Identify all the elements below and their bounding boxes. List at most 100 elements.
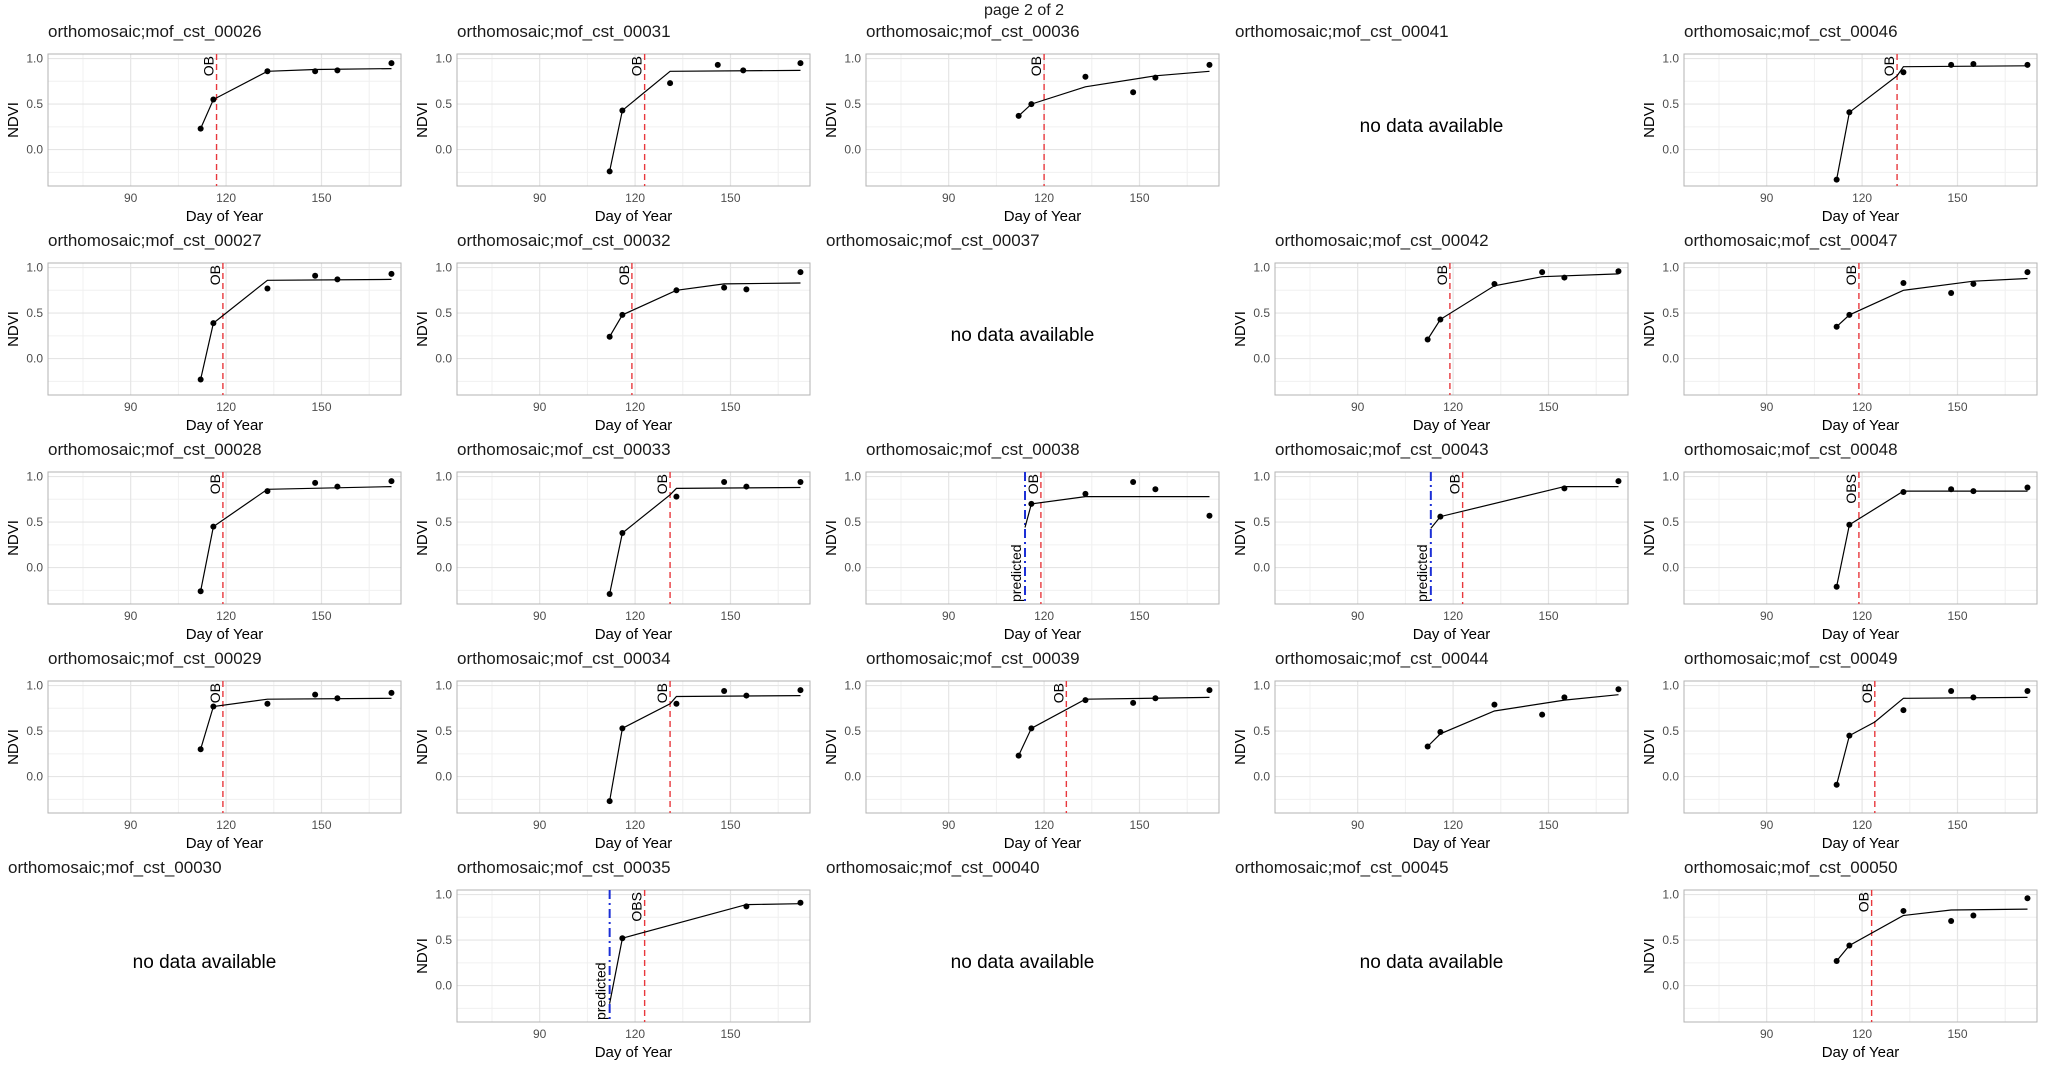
- data-point: [1948, 290, 1955, 297]
- ndvi-chart-00042: 90 120 150 0.0 0.5 1.0 Day of Year NDVI OB: [1232, 261, 1629, 434]
- y-tick-label: 1.0: [435, 470, 452, 484]
- fit-line: [1430, 486, 1619, 529]
- data-point: [1015, 752, 1022, 759]
- y-tick-label: 0.0: [1662, 770, 1679, 784]
- y-axis-title: NDVI: [823, 102, 840, 138]
- no-data-message: no data available: [1359, 116, 1504, 137]
- x-axis-title: Day of Year: [1004, 208, 1082, 225]
- ndvi-chart-00035: 90 120 150 0.0 0.5 1.0 Day of Year NDVI predicte…: [414, 888, 811, 1061]
- y-axis-title: NDVI: [823, 729, 840, 765]
- panel-border: [1683, 471, 2038, 605]
- y-tick-label: 1.0: [435, 52, 452, 66]
- panel-border: [865, 471, 1220, 605]
- data-point: [1424, 336, 1431, 343]
- data-point: [1561, 274, 1568, 281]
- data-point: [1028, 725, 1035, 732]
- fit-line: [1018, 696, 1210, 756]
- x-tick-label: 120: [1034, 191, 1054, 205]
- x-tick-label: 120: [625, 400, 645, 414]
- y-tick-label: 0.5: [1662, 724, 1679, 738]
- chart-panel-00031: orthomosaic;mof_cst_00031 90 120 150 0.0 0.5 1…: [409, 18, 818, 227]
- y-axis-title: NDVI: [414, 311, 431, 347]
- y-tick-label: 0.0: [1662, 143, 1679, 157]
- x-tick-label: 90: [124, 191, 138, 205]
- data-point: [1615, 478, 1622, 485]
- x-tick-label: 120: [1034, 609, 1054, 623]
- y-tick-label: 0.0: [26, 561, 43, 575]
- y-tick-label: 0.0: [435, 143, 452, 157]
- panel-border: [47, 262, 402, 396]
- x-tick-label: 120: [1034, 818, 1054, 832]
- data-point: [1948, 917, 1955, 924]
- data-point: [714, 61, 721, 68]
- chart-title: orthomosaic;mof_cst_00033: [457, 440, 671, 459]
- data-point: [1028, 500, 1035, 507]
- data-point: [388, 270, 395, 277]
- x-axis-title: Day of Year: [186, 626, 264, 643]
- chart-panel-00027: orthomosaic;mof_cst_00027 90 120 150 0.0 0.5 1…: [0, 227, 409, 436]
- panel-border: [1683, 262, 2038, 396]
- data-point: [1833, 323, 1840, 330]
- data-point: [1561, 485, 1568, 492]
- observed-label: OB: [616, 265, 632, 285]
- fit-line: [1024, 496, 1210, 528]
- x-tick-label: 150: [1129, 818, 1149, 832]
- chart-title: orthomosaic;mof_cst_00050: [1684, 858, 1898, 877]
- no-data-message: no data available: [950, 325, 1095, 346]
- data-point: [1970, 61, 1977, 68]
- data-point: [619, 725, 626, 732]
- panel-border: [865, 53, 1220, 187]
- x-tick-label: 120: [1443, 609, 1463, 623]
- y-axis-title: NDVI: [5, 520, 22, 556]
- data-point: [1130, 89, 1137, 96]
- x-tick-label: 120: [625, 818, 645, 832]
- y-tick-label: 0.0: [435, 770, 452, 784]
- observed-label: OBS: [1843, 474, 1859, 504]
- y-axis-title: NDVI: [414, 102, 431, 138]
- data-point: [264, 68, 271, 75]
- y-tick-label: 0.0: [26, 770, 43, 784]
- data-point: [1206, 687, 1213, 694]
- y-axis-title: NDVI: [1641, 520, 1658, 556]
- y-axis-title: NDVI: [5, 729, 22, 765]
- y-tick-label: 0.5: [435, 724, 452, 738]
- x-axis-title: Day of Year: [186, 417, 264, 434]
- chart-panel-00048: orthomosaic;mof_cst_00048 90 120 150 0.0 0.5 1…: [1636, 436, 2045, 645]
- observed-label: OB: [1028, 56, 1044, 76]
- observed-label: OB: [1447, 474, 1463, 494]
- data-point: [1900, 489, 1907, 496]
- data-point: [1424, 743, 1431, 750]
- data-point: [721, 284, 728, 291]
- data-point: [388, 478, 395, 485]
- data-point: [721, 479, 728, 486]
- observed-label: OB: [207, 474, 223, 494]
- chart-title: orthomosaic;mof_cst_00034: [457, 649, 671, 668]
- panel-border: [1683, 680, 2038, 814]
- x-tick-label: 150: [1129, 191, 1149, 205]
- panel-border: [456, 53, 811, 187]
- y-tick-label: 0.5: [1253, 515, 1270, 529]
- x-tick-label: 150: [311, 400, 331, 414]
- data-point: [334, 67, 341, 74]
- x-tick-label: 90: [533, 609, 547, 623]
- y-tick-label: 0.5: [26, 97, 43, 111]
- observed-label: OB: [1843, 265, 1859, 285]
- y-tick-label: 1.0: [26, 52, 43, 66]
- data-point: [673, 287, 680, 294]
- x-tick-label: 120: [1852, 400, 1872, 414]
- data-point: [1015, 112, 1022, 119]
- chart-panel-00034: orthomosaic;mof_cst_00034 90 120 150 0.0 0.5 1…: [409, 645, 818, 854]
- y-tick-label: 0.0: [1662, 561, 1679, 575]
- ndvi-chart-00047: 90 120 150 0.0 0.5 1.0 Day of Year NDVI OB: [1641, 261, 2038, 434]
- y-tick-label: 0.0: [435, 979, 452, 993]
- y-tick-label: 0.0: [1253, 770, 1270, 784]
- y-tick-label: 0.0: [1253, 561, 1270, 575]
- x-tick-label: 120: [625, 191, 645, 205]
- chart-title: orthomosaic;mof_cst_00030: [8, 858, 222, 877]
- data-point: [312, 272, 319, 279]
- chart-panel-00029: orthomosaic;mof_cst_00029 90 120 150 0.0 0.5 1…: [0, 645, 409, 854]
- ndvi-chart-00050: 90 120 150 0.0 0.5 1.0 Day of Year NDVI OB: [1641, 888, 2038, 1061]
- ndvi-chart-00049: 90 120 150 0.0 0.5 1.0 Day of Year NDVI OB: [1641, 679, 2038, 852]
- chart-panel-00044: orthomosaic;mof_cst_00044 90 120 150 0.0 0.5 1…: [1227, 645, 1636, 854]
- x-tick-label: 90: [1760, 818, 1774, 832]
